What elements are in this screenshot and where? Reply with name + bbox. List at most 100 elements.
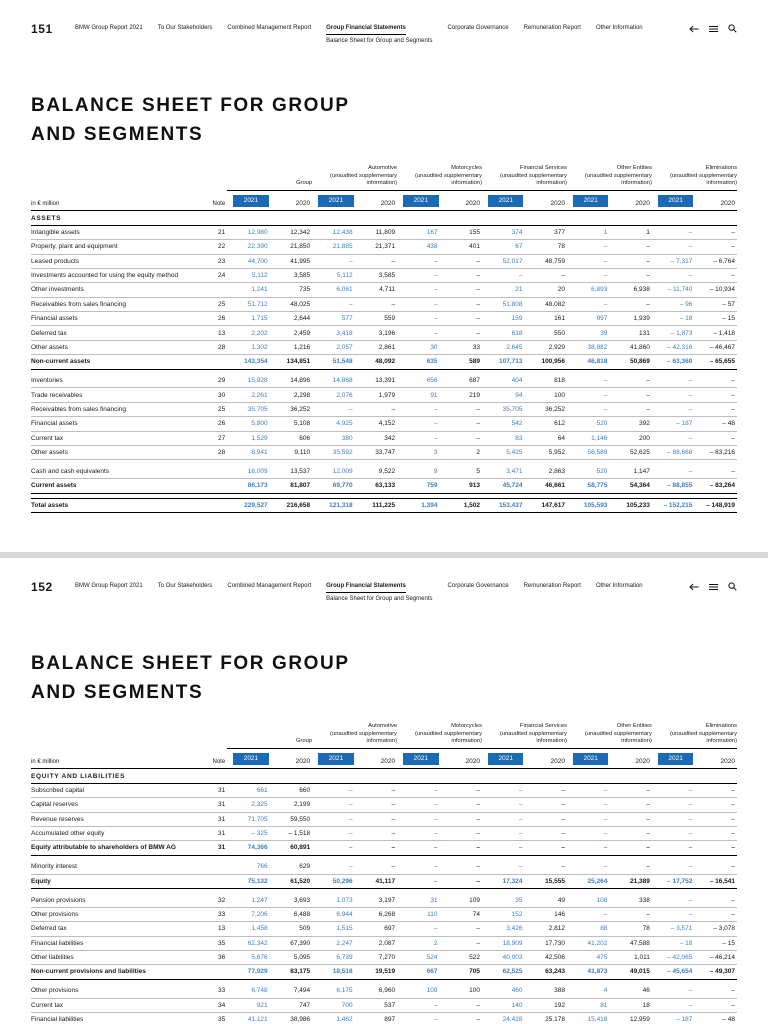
- nav-item-7[interactable]: Other Information: [596, 583, 643, 602]
- value-cell: 229,527: [227, 497, 270, 513]
- value-cell: – 15: [694, 311, 737, 327]
- value-cell: 62,525: [482, 964, 525, 980]
- row-note: 25: [202, 402, 228, 418]
- row-note: 27: [202, 431, 228, 446]
- menu-icon[interactable]: [709, 25, 718, 33]
- value-cell: 36,252: [524, 402, 567, 418]
- column-group-note: (unaudited supplementary information): [414, 730, 483, 745]
- value-cell: 109: [397, 984, 440, 999]
- section-heading: ASSETS: [31, 210, 737, 226]
- value-cell: –: [312, 797, 355, 813]
- value-cell: 1,715: [227, 311, 270, 327]
- value-cell: 537: [354, 998, 398, 1013]
- value-cell: 9,522: [354, 464, 398, 480]
- search-icon[interactable]: [728, 24, 737, 33]
- value-cell: 766: [227, 860, 270, 875]
- value-cell: 2,861: [354, 340, 398, 356]
- page-title-line1: BALANCE SHEET FOR GROUP: [31, 95, 350, 116]
- value-cell: 2,298: [269, 387, 313, 403]
- column-group-note: (unaudited supplementary information): [330, 172, 398, 187]
- row-note: 29: [202, 374, 228, 389]
- value-cell: 338: [609, 893, 652, 908]
- value-cell: –: [482, 783, 525, 799]
- value-cell: 6,960: [354, 984, 398, 999]
- value-cell: –: [566, 797, 610, 813]
- page-title: BALANCE SHEET FOR GROUP AND SEGMENTS: [31, 650, 737, 707]
- value-cell: 897: [354, 1012, 398, 1024]
- value-cell: 14,896: [269, 374, 313, 389]
- value-cell: –: [397, 1012, 440, 1024]
- row-note: 21: [202, 225, 228, 241]
- value-cell: – 18: [651, 311, 695, 327]
- value-cell: – 96: [651, 297, 695, 313]
- nav-item-2[interactable]: To Our Stakeholders: [158, 583, 213, 602]
- value-cell: –: [694, 907, 737, 923]
- nav-item-3[interactable]: Combined Management Report: [227, 583, 311, 602]
- value-cell: 94: [482, 387, 525, 403]
- breadcrumb[interactable]: Balance Sheet for Group and Segments: [326, 596, 433, 602]
- year-header-cell: 2021: [651, 748, 695, 769]
- breadcrumb[interactable]: Balance Sheet for Group and Segments: [326, 38, 433, 44]
- value-cell: 59,550: [269, 812, 313, 827]
- nav-item-label: Combined Management Report: [227, 583, 312, 589]
- value-cell: –: [439, 998, 483, 1013]
- table-row: Receivables from sales financing 25 35,705…: [31, 402, 737, 418]
- row-label: Pension provisions: [31, 893, 203, 908]
- nav-item-4[interactable]: Group Financial Statements Balance Sheet …: [326, 25, 433, 44]
- arrow-left-icon[interactable]: [689, 583, 699, 591]
- nav-item-5[interactable]: Corporate Governance: [448, 25, 509, 44]
- menu-icon[interactable]: [709, 583, 718, 591]
- report-page-151: 151 BMW Group Report 2021 To Our Stakehol…: [0, 0, 768, 552]
- nav-item-6[interactable]: Remuneration Report: [524, 583, 581, 602]
- row-note: 23: [202, 254, 228, 269]
- value-cell: –: [694, 826, 737, 842]
- value-cell: –: [694, 374, 737, 389]
- value-cell: 48,025: [269, 297, 313, 313]
- value-cell: –: [439, 826, 483, 842]
- row-label: Other provisions: [31, 984, 203, 999]
- value-cell: 2: [397, 936, 440, 951]
- nav-item-1[interactable]: BMW Group Report 2021: [75, 583, 143, 602]
- nav-item-5[interactable]: Corporate Governance: [448, 583, 509, 602]
- value-cell: 46,661: [524, 478, 567, 494]
- value-cell: 35,705: [227, 402, 270, 418]
- arrow-left-icon[interactable]: [689, 25, 699, 33]
- nav-item-6[interactable]: Remuneration Report: [524, 25, 581, 44]
- header-icons: [689, 580, 737, 591]
- value-cell: –: [397, 431, 440, 446]
- nav-item-1[interactable]: BMW Group Report 2021: [75, 25, 143, 44]
- value-cell: –: [397, 325, 440, 341]
- year-2020-header: 2020: [354, 190, 398, 211]
- value-cell: –: [566, 387, 610, 403]
- value-cell: – 16,541: [694, 874, 737, 889]
- value-cell: – 187: [651, 1012, 695, 1024]
- row-label: Deferred tax: [31, 921, 203, 937]
- nav-item-2[interactable]: To Our Stakeholders: [158, 25, 213, 44]
- value-cell: 75,132: [227, 874, 270, 889]
- value-cell: 7,270: [354, 950, 398, 966]
- value-cell: – 3,571: [651, 921, 695, 937]
- nav-item-7[interactable]: Other Information: [596, 25, 643, 44]
- value-cell: –: [439, 812, 483, 827]
- value-cell: 1,011: [609, 950, 652, 966]
- value-cell: 656: [397, 374, 440, 389]
- section-heading: EQUITY AND LIABILITIES: [31, 768, 737, 784]
- value-cell: 41,995: [269, 254, 313, 269]
- search-icon[interactable]: [728, 582, 737, 591]
- value-cell: 30: [397, 340, 440, 356]
- table-row: Other investments 1,241 735 6,061 4,711– –21 2…: [31, 282, 737, 298]
- value-cell: –: [609, 297, 652, 313]
- value-cell: 35: [482, 893, 525, 908]
- value-cell: 2,087: [354, 936, 398, 951]
- table-row: Cash and cash equivalents 16,009 13,537 12,…: [31, 464, 737, 480]
- nav-item-4[interactable]: Group Financial Statements Balance Sheet …: [326, 583, 433, 602]
- page-header: 152 BMW Group Report 2021 To Our Stakehol…: [31, 580, 737, 602]
- value-cell: –: [397, 826, 440, 842]
- value-cell: 9,110: [269, 445, 313, 461]
- value-cell: 7,494: [269, 984, 313, 999]
- value-cell: 18,909: [482, 936, 525, 951]
- nav-item-3[interactable]: Combined Management Report: [227, 25, 311, 44]
- balance-table: Group Automotive (unaudited supplementary …: [31, 165, 737, 513]
- value-cell: 51,808: [482, 297, 525, 313]
- value-cell: 759: [397, 478, 440, 494]
